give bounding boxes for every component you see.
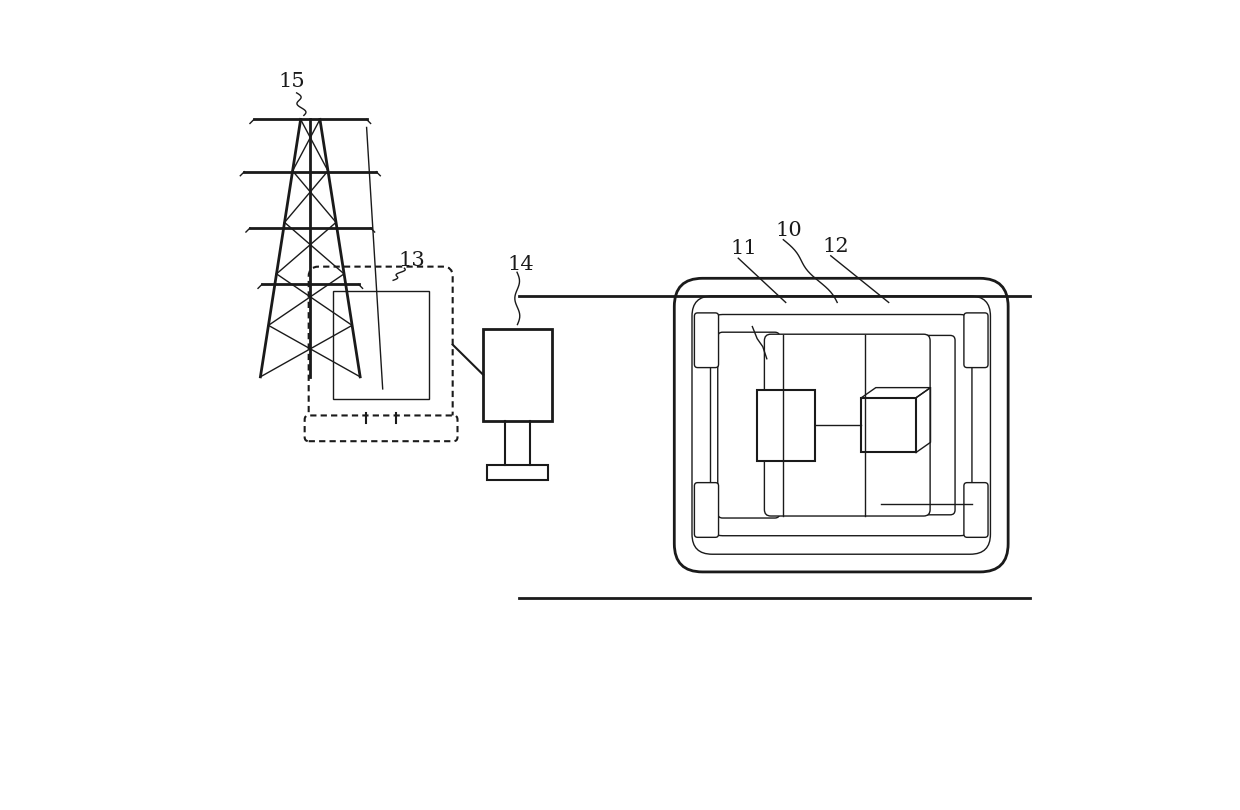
FancyBboxPatch shape: [309, 266, 453, 423]
Text: 12: 12: [822, 237, 849, 256]
Bar: [486, 465, 548, 480]
FancyBboxPatch shape: [675, 279, 1008, 572]
FancyBboxPatch shape: [718, 332, 780, 518]
FancyBboxPatch shape: [963, 483, 988, 537]
FancyBboxPatch shape: [694, 313, 718, 368]
FancyBboxPatch shape: [963, 313, 988, 368]
Text: 14: 14: [507, 255, 534, 274]
Text: 11: 11: [730, 239, 756, 258]
Bar: [756, 390, 815, 461]
FancyBboxPatch shape: [305, 416, 458, 441]
Bar: [332, 291, 429, 399]
FancyBboxPatch shape: [694, 483, 718, 537]
Bar: [484, 329, 552, 421]
Bar: [862, 398, 916, 453]
FancyBboxPatch shape: [764, 335, 930, 516]
FancyBboxPatch shape: [711, 314, 972, 535]
Text: 15: 15: [278, 72, 305, 92]
FancyBboxPatch shape: [899, 335, 955, 515]
Text: 13: 13: [399, 251, 425, 270]
FancyBboxPatch shape: [692, 296, 991, 554]
Text: 10: 10: [775, 220, 802, 240]
